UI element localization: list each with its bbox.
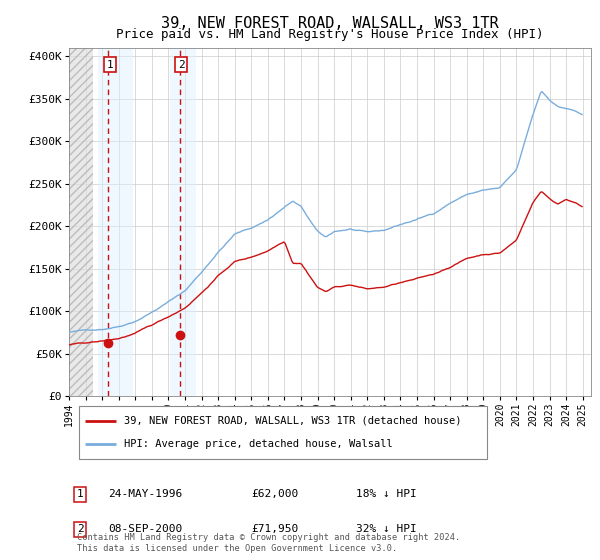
Bar xyxy=(170,48,196,396)
FancyBboxPatch shape xyxy=(79,405,487,459)
Text: 39, NEW FOREST ROAD, WALSALL, WS3 1TR: 39, NEW FOREST ROAD, WALSALL, WS3 1TR xyxy=(161,16,499,31)
Text: 2: 2 xyxy=(178,59,185,69)
Bar xyxy=(98,48,133,396)
Text: 24-MAY-1996: 24-MAY-1996 xyxy=(108,489,182,499)
Text: 2: 2 xyxy=(77,524,83,534)
Text: 1: 1 xyxy=(107,59,113,69)
Text: £62,000: £62,000 xyxy=(252,489,299,499)
Text: 1: 1 xyxy=(77,489,83,499)
Text: Contains HM Land Registry data © Crown copyright and database right 2024.
This d: Contains HM Land Registry data © Crown c… xyxy=(77,534,460,553)
Bar xyxy=(69,48,92,396)
Text: 32% ↓ HPI: 32% ↓ HPI xyxy=(356,524,417,534)
Text: 18% ↓ HPI: 18% ↓ HPI xyxy=(356,489,417,499)
Text: 08-SEP-2000: 08-SEP-2000 xyxy=(108,524,182,534)
Text: Price paid vs. HM Land Registry's House Price Index (HPI): Price paid vs. HM Land Registry's House … xyxy=(116,28,544,41)
Text: 39, NEW FOREST ROAD, WALSALL, WS3 1TR (detached house): 39, NEW FOREST ROAD, WALSALL, WS3 1TR (d… xyxy=(124,416,461,426)
Text: £71,950: £71,950 xyxy=(252,524,299,534)
Text: HPI: Average price, detached house, Walsall: HPI: Average price, detached house, Wals… xyxy=(124,439,392,449)
